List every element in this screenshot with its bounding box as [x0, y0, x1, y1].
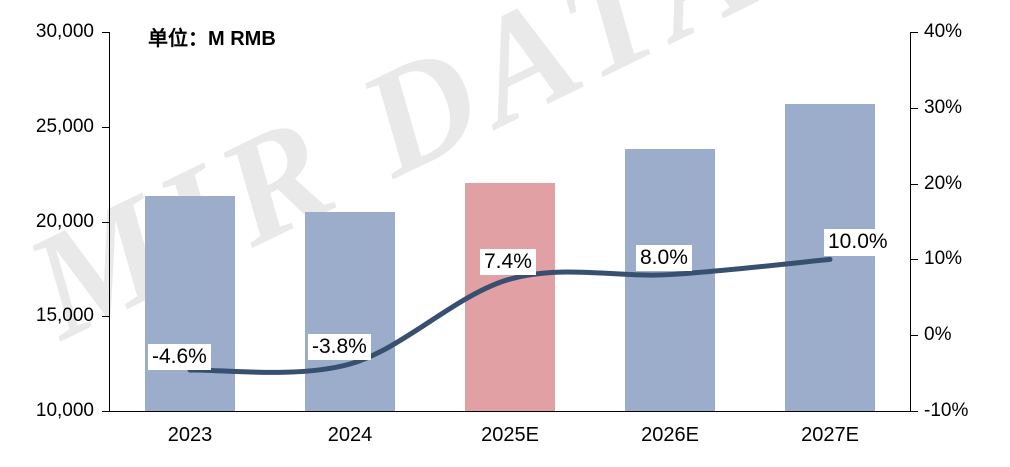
bar-2026E[interactable] — [625, 148, 715, 411]
left-tick-label: 15,000 — [35, 305, 94, 327]
left-tick — [102, 126, 109, 128]
x-label-2027E: 2027E — [801, 424, 859, 446]
left-tick — [102, 411, 109, 412]
left-tick — [102, 221, 109, 223]
right-tick-label: 30% — [924, 96, 963, 118]
plot-area: 30,000 25,000 20,000 15,000 10,000 40% 30% 20%… — [36, 22, 968, 420]
right-axis-line — [910, 32, 911, 411]
right-tick-label: -10% — [924, 400, 969, 421]
right-tick — [911, 32, 918, 33]
right-tick — [911, 411, 918, 412]
left-tick — [102, 316, 109, 318]
bar-2025E[interactable] — [465, 182, 555, 411]
x-axis-line — [109, 411, 911, 412]
right-tick — [911, 335, 918, 337]
line-label-2026E: 8.0% — [636, 244, 692, 271]
left-axis-line — [109, 32, 110, 411]
left-tick-label: 20,000 — [35, 210, 94, 232]
unit-title: 单位：M RMB — [148, 28, 276, 50]
line-label-2023: -4.6% — [148, 344, 211, 371]
left-tick-label: 10,000 — [35, 400, 94, 421]
line-label-2024: -3.8% — [308, 334, 371, 361]
left-tick-label: 25,000 — [35, 115, 94, 137]
x-label-2024: 2024 — [327, 424, 373, 446]
line-label-2025E: 7.4% — [480, 249, 536, 276]
right-tick-label: 10% — [924, 248, 963, 270]
right-tick — [911, 107, 918, 109]
x-label-2026E: 2026E — [641, 424, 699, 446]
growth-line — [187, 256, 833, 375]
x-label-2023: 2023 — [167, 424, 213, 446]
right-tick — [911, 259, 918, 261]
left-tick — [102, 32, 109, 33]
right-tick-label: 20% — [924, 172, 963, 194]
left-tick-label: 30,000 — [35, 21, 94, 42]
bar-2024[interactable] — [305, 212, 395, 411]
right-tick-label: 0% — [924, 324, 952, 346]
line-label-2027E: 10.0% — [824, 229, 892, 256]
right-tick — [911, 183, 918, 185]
bar-2023[interactable] — [145, 195, 235, 411]
x-label-2025E: 2025E — [481, 424, 539, 446]
right-tick-label: 40% — [924, 21, 963, 42]
